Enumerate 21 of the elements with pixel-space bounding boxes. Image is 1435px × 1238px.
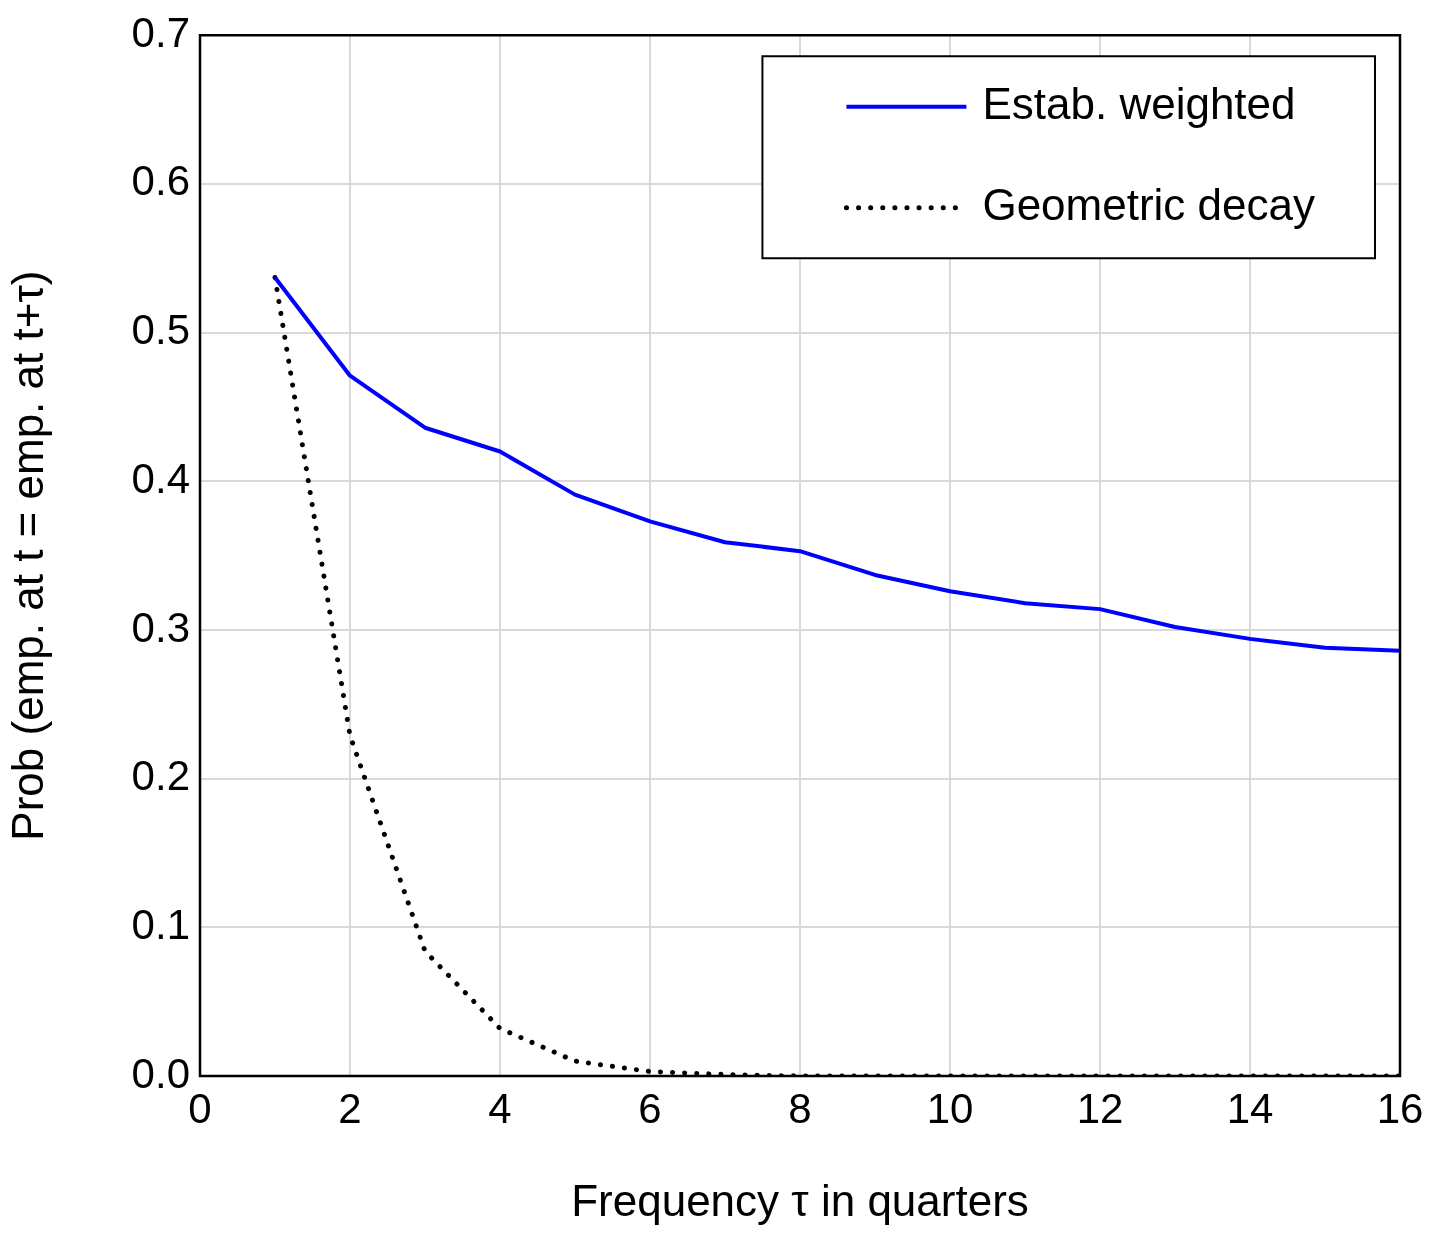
x-tick-label: 14 (1226, 1084, 1274, 1132)
y-tick-label: 0.4 (131, 454, 190, 502)
legend-label: Geometric decay (982, 179, 1315, 229)
y-tick-label: 0.2 (131, 752, 190, 800)
x-tick-label: 12 (1076, 1084, 1124, 1132)
y-tick-label: 0.5 (131, 306, 190, 354)
x-tick-label: 8 (788, 1084, 812, 1132)
x-tick-label: 10 (926, 1084, 974, 1132)
y-tick-label: 0.0 (131, 1049, 190, 1097)
x-tick-label: 6 (638, 1084, 662, 1132)
x-tick-label: 0 (188, 1084, 212, 1132)
y-tick-label: 0.7 (131, 8, 190, 56)
y-tick-label: 0.1 (131, 900, 190, 948)
legend-label: Estab. weighted (982, 78, 1296, 128)
y-tick-label: 0.6 (131, 157, 190, 205)
x-tick-label: 2 (338, 1084, 362, 1132)
x-tick-label: 4 (488, 1084, 512, 1132)
x-tick-label: 16 (1376, 1084, 1424, 1132)
y-axis-title: Prob (emp. at t = emp. at t+τ) (2, 270, 52, 841)
x-axis-title: Frequency τ in quarters (571, 1175, 1029, 1225)
y-tick-label: 0.3 (131, 603, 190, 651)
